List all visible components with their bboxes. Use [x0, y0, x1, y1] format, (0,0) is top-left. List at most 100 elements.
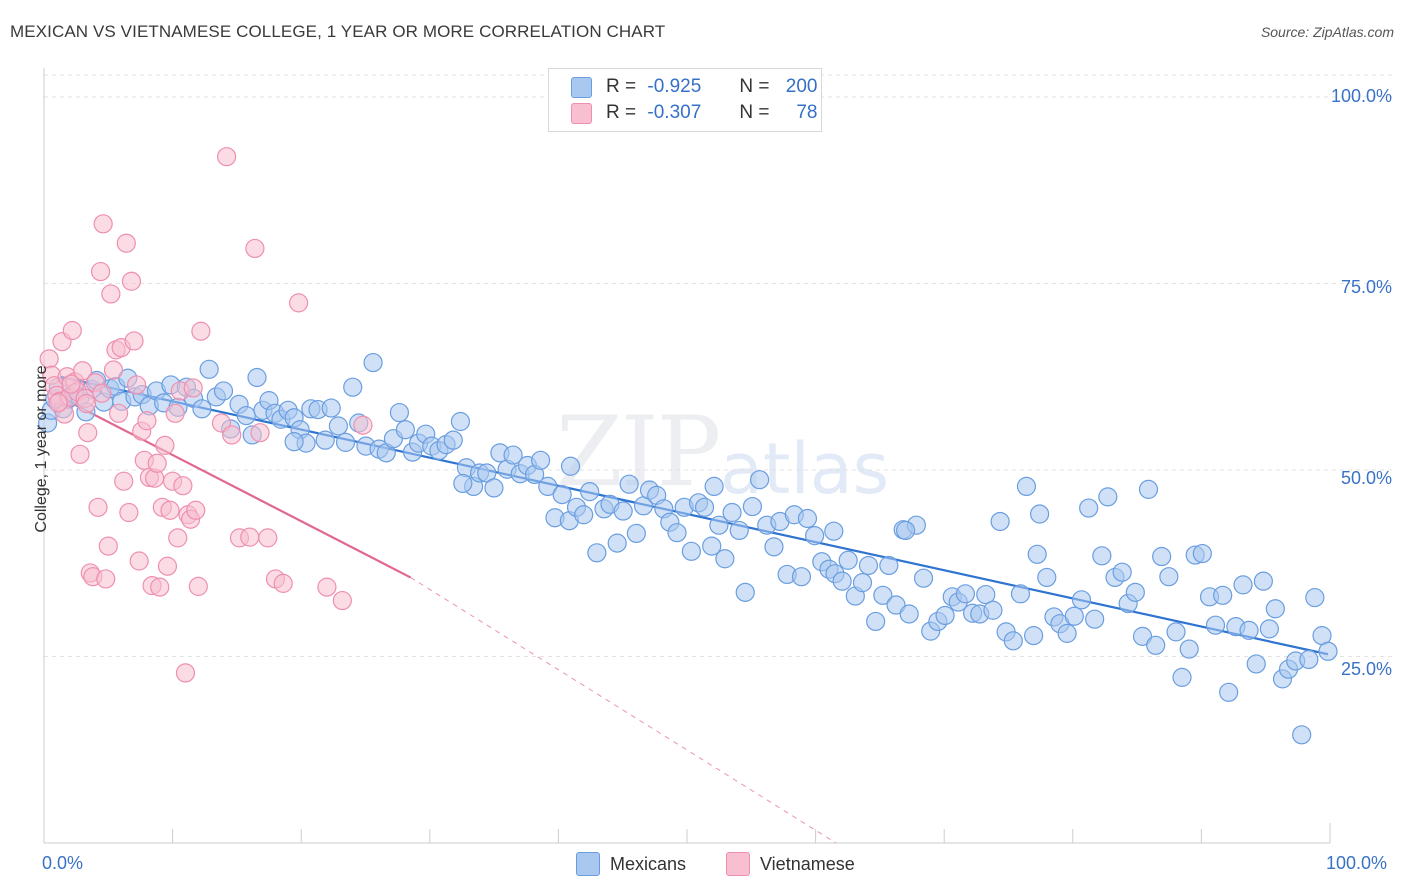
- mexicans-point: [321, 398, 341, 418]
- correlation-legend: R = -0.925 N = 200 R = -0.307 N = 78: [548, 68, 822, 132]
- vietnamese-point: [114, 471, 134, 491]
- vietnamese-point: [129, 551, 149, 571]
- mexicans-point: [1064, 606, 1084, 626]
- mexicans-point: [735, 582, 755, 602]
- vietnamese-point: [98, 536, 118, 556]
- mexicans-point: [832, 571, 852, 591]
- mexicans-point: [742, 496, 763, 517]
- legend-row-mexicans: R = -0.925 N = 200: [571, 75, 818, 99]
- mexicans-point: [1132, 626, 1153, 646]
- mexicans-point: [613, 501, 633, 521]
- mexicans-point: [791, 567, 812, 587]
- mexicans-point: [895, 520, 916, 541]
- mexicans-point: [667, 523, 687, 543]
- mexicans-point: [587, 543, 607, 563]
- vietnamese-point: [157, 556, 178, 576]
- y-axis-label: College, 1 year or more: [33, 365, 50, 533]
- vietnamese-point: [96, 569, 116, 589]
- mexicans-point: [363, 352, 383, 373]
- legend-n-label: N =: [739, 76, 770, 97]
- mexicans-point: [607, 533, 627, 553]
- mexicans-point: [1146, 635, 1166, 655]
- mexicans-point: [866, 611, 886, 632]
- mexicans-point: [1246, 654, 1266, 674]
- vietnamese-point: [250, 423, 270, 443]
- mexicans-point: [694, 497, 715, 517]
- mexicans-point: [1092, 546, 1112, 566]
- vietnamese-point: [173, 476, 193, 496]
- mexicans-point: [192, 399, 212, 419]
- legend-item-vietnamese[interactable]: Vietnamese: [726, 852, 855, 876]
- vietnamese-point: [72, 361, 93, 381]
- mexicans-point: [503, 445, 523, 465]
- mexicans-point: [702, 536, 722, 556]
- mexicans-point: [484, 478, 504, 498]
- legend-item-mexicans[interactable]: Mexicans: [576, 852, 686, 876]
- x-tick-label: 100.0%: [1326, 853, 1388, 873]
- mexicans-point: [1265, 599, 1285, 619]
- vietnamese-point: [93, 214, 113, 234]
- mexicans-point: [552, 485, 572, 505]
- trend-lines: [47, 375, 1329, 844]
- mexicans-swatch: [571, 76, 592, 98]
- mexicans-point: [1292, 725, 1312, 745]
- vietnamese-point: [188, 576, 208, 596]
- mexicans-point: [1057, 623, 1077, 643]
- mexicans-point: [247, 367, 267, 388]
- mexicans-point: [1098, 487, 1118, 507]
- vietnamese-point: [101, 284, 121, 304]
- x-tick-label: 0.0%: [42, 853, 84, 873]
- legend-n-value-vietnamese: 78: [796, 102, 818, 123]
- mexicans-point: [395, 420, 415, 440]
- vietnamese-point: [289, 293, 309, 313]
- mexicans-point: [1205, 615, 1226, 635]
- mexicans-point: [1152, 546, 1172, 567]
- mexicans-point: [199, 359, 219, 379]
- legend-n-value-mexicans: 200: [785, 76, 818, 97]
- mexicans-point: [1192, 543, 1212, 564]
- mexicans-point: [1299, 649, 1319, 670]
- vietnamese-point: [116, 233, 136, 253]
- mexicans-point: [1085, 609, 1105, 629]
- legend-label-mexicans: Mexicans: [610, 853, 687, 874]
- mexicans-point: [538, 476, 558, 497]
- vietnamese-points: [39, 147, 373, 683]
- mexicans-point: [1030, 504, 1050, 524]
- y-tick-label: 25.0%: [1340, 659, 1392, 679]
- mexicans-point: [580, 482, 600, 502]
- vietnamese-point: [76, 394, 97, 414]
- vietnamese-point: [217, 147, 237, 167]
- mexicans-point: [1071, 590, 1092, 610]
- vietnamese-trend-line: [47, 389, 412, 579]
- vietnamese-legend-swatch: [726, 852, 750, 876]
- mexicans-point: [328, 416, 348, 436]
- vietnamese-point: [70, 444, 90, 464]
- y-tick-label: 50.0%: [1340, 468, 1392, 488]
- mexicans-point: [858, 555, 879, 576]
- mexicans-point: [722, 502, 742, 523]
- vietnamese-point: [137, 411, 157, 431]
- vietnamese-point: [186, 500, 206, 520]
- mexicans-point: [1253, 571, 1273, 591]
- gridlines: [44, 74, 1394, 657]
- vietnamese-point: [108, 403, 129, 423]
- mexicans-point: [1125, 582, 1145, 602]
- mexicans-point: [450, 411, 471, 432]
- mexicans-point: [797, 508, 818, 529]
- mexicans-point: [976, 584, 996, 605]
- mexicans-point: [681, 541, 701, 561]
- legend-r-label: R =: [606, 76, 637, 97]
- mexicans-point: [1305, 587, 1325, 608]
- mexicans-point: [335, 432, 356, 452]
- vietnamese-point: [273, 573, 293, 593]
- legend-row-vietnamese: R = -0.307 N = 78: [571, 101, 818, 125]
- vietnamese-point: [92, 383, 112, 403]
- legend-label-vietnamese: Vietnamese: [760, 853, 855, 874]
- vietnamese-point: [317, 577, 337, 597]
- axes: [43, 68, 1331, 844]
- mexicans-point: [1112, 562, 1132, 582]
- mexicans-point: [704, 476, 724, 497]
- mexicans-point: [389, 402, 410, 423]
- mexicans-point: [899, 604, 919, 624]
